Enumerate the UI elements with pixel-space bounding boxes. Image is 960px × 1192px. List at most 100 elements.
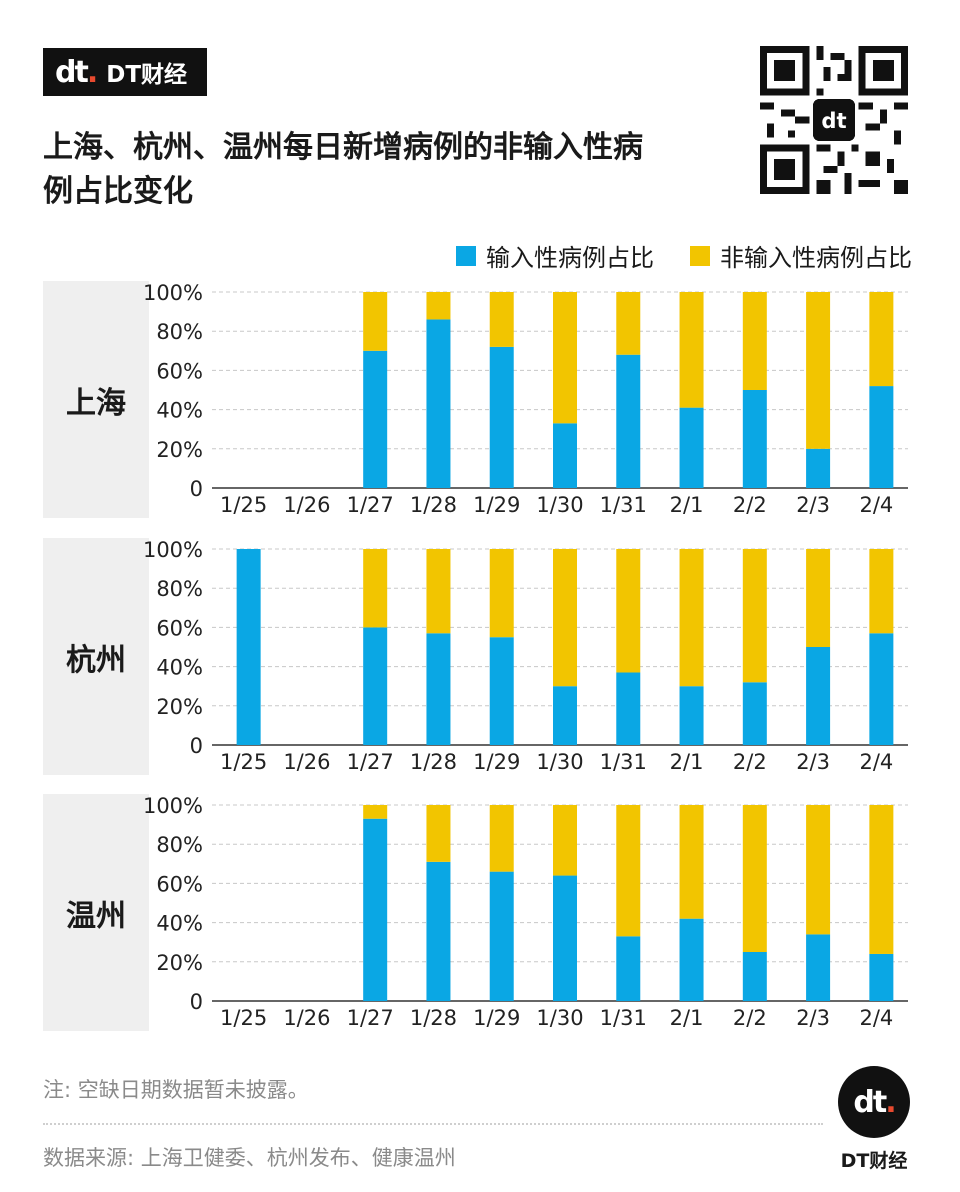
x-tick-label: 1/30 [536, 493, 583, 517]
x-tick-label: 1/26 [283, 750, 330, 774]
bar-imported [426, 633, 451, 745]
legend-item-local: 非输入性病例占比 [690, 238, 912, 273]
x-tick-label: 2/4 [859, 493, 893, 517]
y-tick-label: 20% [156, 695, 203, 719]
bar-imported [616, 354, 641, 488]
x-tick-label: 1/25 [220, 1006, 267, 1030]
panel-label-shanghai: 上海 [43, 281, 149, 518]
bar-local [616, 549, 641, 673]
bar-imported [616, 672, 641, 745]
bar-local [363, 549, 388, 628]
bar-local [489, 292, 514, 347]
x-tick-label: 2/1 [670, 750, 704, 774]
bar-imported [553, 686, 577, 745]
x-tick-label: 2/3 [796, 493, 830, 517]
bar-local [869, 292, 894, 387]
bar-imported [742, 682, 767, 745]
x-tick-label: 1/25 [220, 750, 267, 774]
x-tick-label: 1/31 [600, 750, 647, 774]
y-tick-label: 20% [156, 951, 203, 975]
x-tick-label: 2/3 [796, 1006, 830, 1030]
bar-imported [489, 346, 514, 488]
svg-text:dt: dt [821, 108, 846, 133]
bar-local [742, 549, 767, 683]
legend-label-local: 非输入性病例占比 [720, 244, 912, 272]
data-source: 数据来源: 上海卫健委、杭州发布、健康温州 [43, 1146, 456, 1170]
bar-imported [489, 871, 514, 1001]
divider [43, 1123, 823, 1125]
legend: 输入性病例占比 非输入性病例占比 [456, 238, 912, 273]
bar-imported [616, 936, 641, 1001]
bar-local [553, 549, 577, 687]
y-tick-label: 0 [190, 477, 203, 501]
bar-local [553, 292, 577, 424]
bar-imported [236, 549, 261, 745]
bar-local [489, 805, 514, 872]
x-tick-label: 1/31 [600, 1006, 647, 1030]
bar-imported [742, 952, 767, 1001]
x-tick-label: 1/28 [410, 750, 457, 774]
x-tick-label: 2/1 [670, 1006, 704, 1030]
panel-label-hangzhou: 杭州 [43, 538, 149, 775]
legend-swatch-imported [456, 245, 476, 266]
x-tick-label: 2/1 [670, 493, 704, 517]
badge-brand-name: DT财经 [840, 1150, 908, 1172]
legend-item-imported: 输入性病例占比 [456, 238, 654, 273]
bar-imported [553, 875, 577, 1001]
x-tick-label: 2/4 [859, 750, 893, 774]
brand-header: dt. DT财经 [43, 48, 207, 96]
bar-imported [426, 861, 451, 1001]
bar-imported [806, 647, 831, 745]
dt-logo: dt. [55, 54, 98, 90]
bar-local [489, 549, 514, 638]
x-tick-label: 2/3 [796, 750, 830, 774]
x-tick-label: 1/27 [347, 493, 394, 517]
y-tick-label: 60% [156, 872, 203, 896]
bar-imported [806, 448, 831, 488]
x-tick-label: 2/4 [859, 1006, 893, 1030]
bar-local [869, 549, 894, 634]
y-tick-label: 100% [143, 281, 203, 305]
x-tick-label: 1/28 [410, 493, 457, 517]
x-tick-label: 1/27 [347, 1006, 394, 1030]
bar-imported [869, 633, 894, 745]
bar-imported [363, 627, 388, 745]
bar-local [426, 292, 451, 320]
y-tick-label: 100% [143, 794, 203, 818]
x-tick-label: 1/25 [220, 493, 267, 517]
bar-local [806, 805, 831, 935]
bar-imported [869, 953, 894, 1001]
brand-name: DT财经 [106, 62, 188, 88]
x-tick-label: 1/29 [473, 1006, 520, 1030]
x-tick-label: 1/28 [410, 1006, 457, 1030]
x-tick-label: 1/31 [600, 493, 647, 517]
x-tick-label: 1/26 [283, 493, 330, 517]
bar-local [616, 292, 641, 355]
y-tick-label: 20% [156, 438, 203, 462]
bar-imported [426, 319, 451, 488]
bar-local [426, 549, 451, 634]
legend-label-imported: 输入性病例占比 [486, 244, 654, 272]
x-tick-label: 1/26 [283, 1006, 330, 1030]
bar-local [869, 805, 894, 954]
y-tick-label: 80% [156, 577, 203, 601]
x-tick-label: 2/2 [733, 750, 767, 774]
bar-local [426, 805, 451, 862]
x-tick-label: 1/27 [347, 750, 394, 774]
x-tick-label: 1/29 [473, 493, 520, 517]
bar-imported [806, 934, 831, 1001]
bar-imported [363, 350, 388, 488]
bar-local [616, 805, 641, 937]
y-tick-label: 60% [156, 359, 203, 383]
y-tick-label: 60% [156, 616, 203, 640]
bar-local [363, 292, 388, 351]
chart-title: 上海、杭州、温州每日新增病例的非输入性病例占比变化 [43, 130, 643, 209]
x-tick-label: 1/30 [536, 750, 583, 774]
bar-imported [363, 818, 388, 1001]
bar-imported [679, 686, 704, 745]
dt-badge-logo: dt. [838, 1066, 910, 1138]
x-tick-label: 2/2 [733, 1006, 767, 1030]
qr-code-icon: dt [760, 46, 908, 194]
y-tick-label: 100% [143, 538, 203, 562]
